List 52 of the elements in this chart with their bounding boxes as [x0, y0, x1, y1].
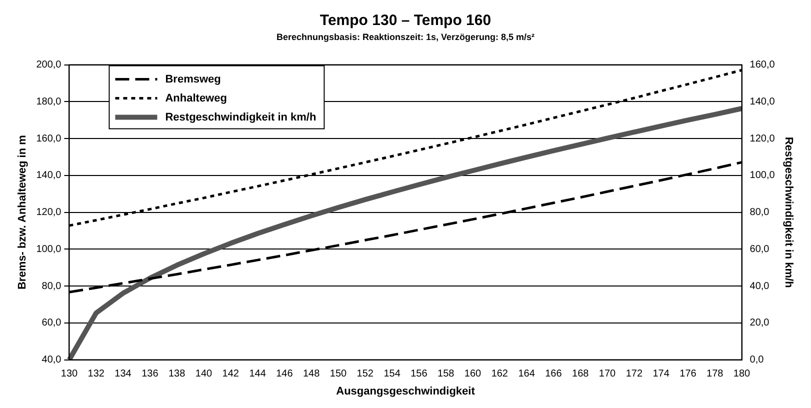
y-tick-label: 200,0 [36, 60, 62, 71]
y2-tick-label: 0,0 [750, 354, 764, 366]
x-tick-label: 158 [438, 368, 455, 380]
y2-tick-label: 100,0 [750, 170, 776, 182]
x-tick-label: 176 [680, 368, 697, 380]
x-tick-label: 142 [222, 368, 240, 380]
y-tick-label: 180,0 [36, 96, 62, 108]
x-tick-label: 134 [114, 368, 132, 380]
x-tick-label: 148 [303, 368, 320, 380]
x-tick-label: 180 [733, 368, 751, 380]
x-tick-label: 152 [356, 368, 374, 380]
legend-label: Bremsweg [165, 73, 221, 86]
x-tick-label: 156 [410, 368, 428, 380]
x-tick-label: 170 [598, 368, 616, 380]
x-tick-label: 160 [464, 368, 482, 380]
x-tick-label: 138 [168, 368, 186, 380]
y-tick-label: 120,0 [36, 207, 62, 218]
x-tick-label: 150 [330, 368, 348, 380]
x-tick-label: 164 [518, 368, 536, 380]
x-tick-label: 172 [626, 368, 643, 380]
y2-tick-label: 140,0 [750, 96, 776, 108]
x-tick-label: 178 [706, 368, 724, 380]
y2-tick-label: 60,0 [750, 244, 770, 255]
y2-tick-label: 80,0 [750, 207, 770, 218]
x-tick-label: 140 [195, 368, 213, 380]
legend-label: Restgeschwindigkeit in km/h [165, 111, 316, 124]
y-tick-label: 80,0 [42, 280, 62, 292]
y-tick-label: 40,0 [42, 354, 62, 366]
x-tick-label: 154 [384, 368, 401, 380]
y-tick-label: 140,0 [36, 170, 62, 182]
x-tick-label: 174 [652, 368, 670, 380]
y2-tick-label: 20,0 [750, 318, 770, 329]
x-tick-label: 168 [572, 368, 590, 380]
chart-title: Tempo 130 – Tempo 160 [320, 12, 492, 30]
y-tick-label: 160,0 [36, 133, 62, 144]
y-axis-title: Brems- bzw. Anhalteweg in m [16, 134, 29, 290]
y2-axis-title: Restgeschwindigkeit in km/h [782, 136, 794, 288]
x-tick-label: 166 [545, 368, 562, 380]
y-tick-label: 60,0 [42, 318, 62, 329]
legend-label: Anhalteweg [165, 92, 227, 104]
x-tick-label: 144 [249, 368, 266, 380]
x-tick-label: 136 [142, 368, 159, 380]
y2-tick-label: 120,0 [750, 133, 776, 144]
x-tick-label: 132 [88, 368, 105, 380]
y2-tick-label: 160,0 [750, 60, 776, 71]
chart-subtitle: Berechnungsbasis: Reaktionszeit: 1s, Verzögerung: 8,5 m/s² [276, 32, 535, 42]
y-tick-label: 100,0 [36, 244, 62, 255]
x-axis-title: Ausgangsgeschwindigkeit [336, 385, 476, 398]
x-tick-label: 130 [60, 368, 78, 380]
x-tick-label: 146 [276, 368, 294, 380]
y2-tick-label: 40,0 [750, 280, 770, 292]
x-tick-label: 162 [491, 368, 508, 380]
